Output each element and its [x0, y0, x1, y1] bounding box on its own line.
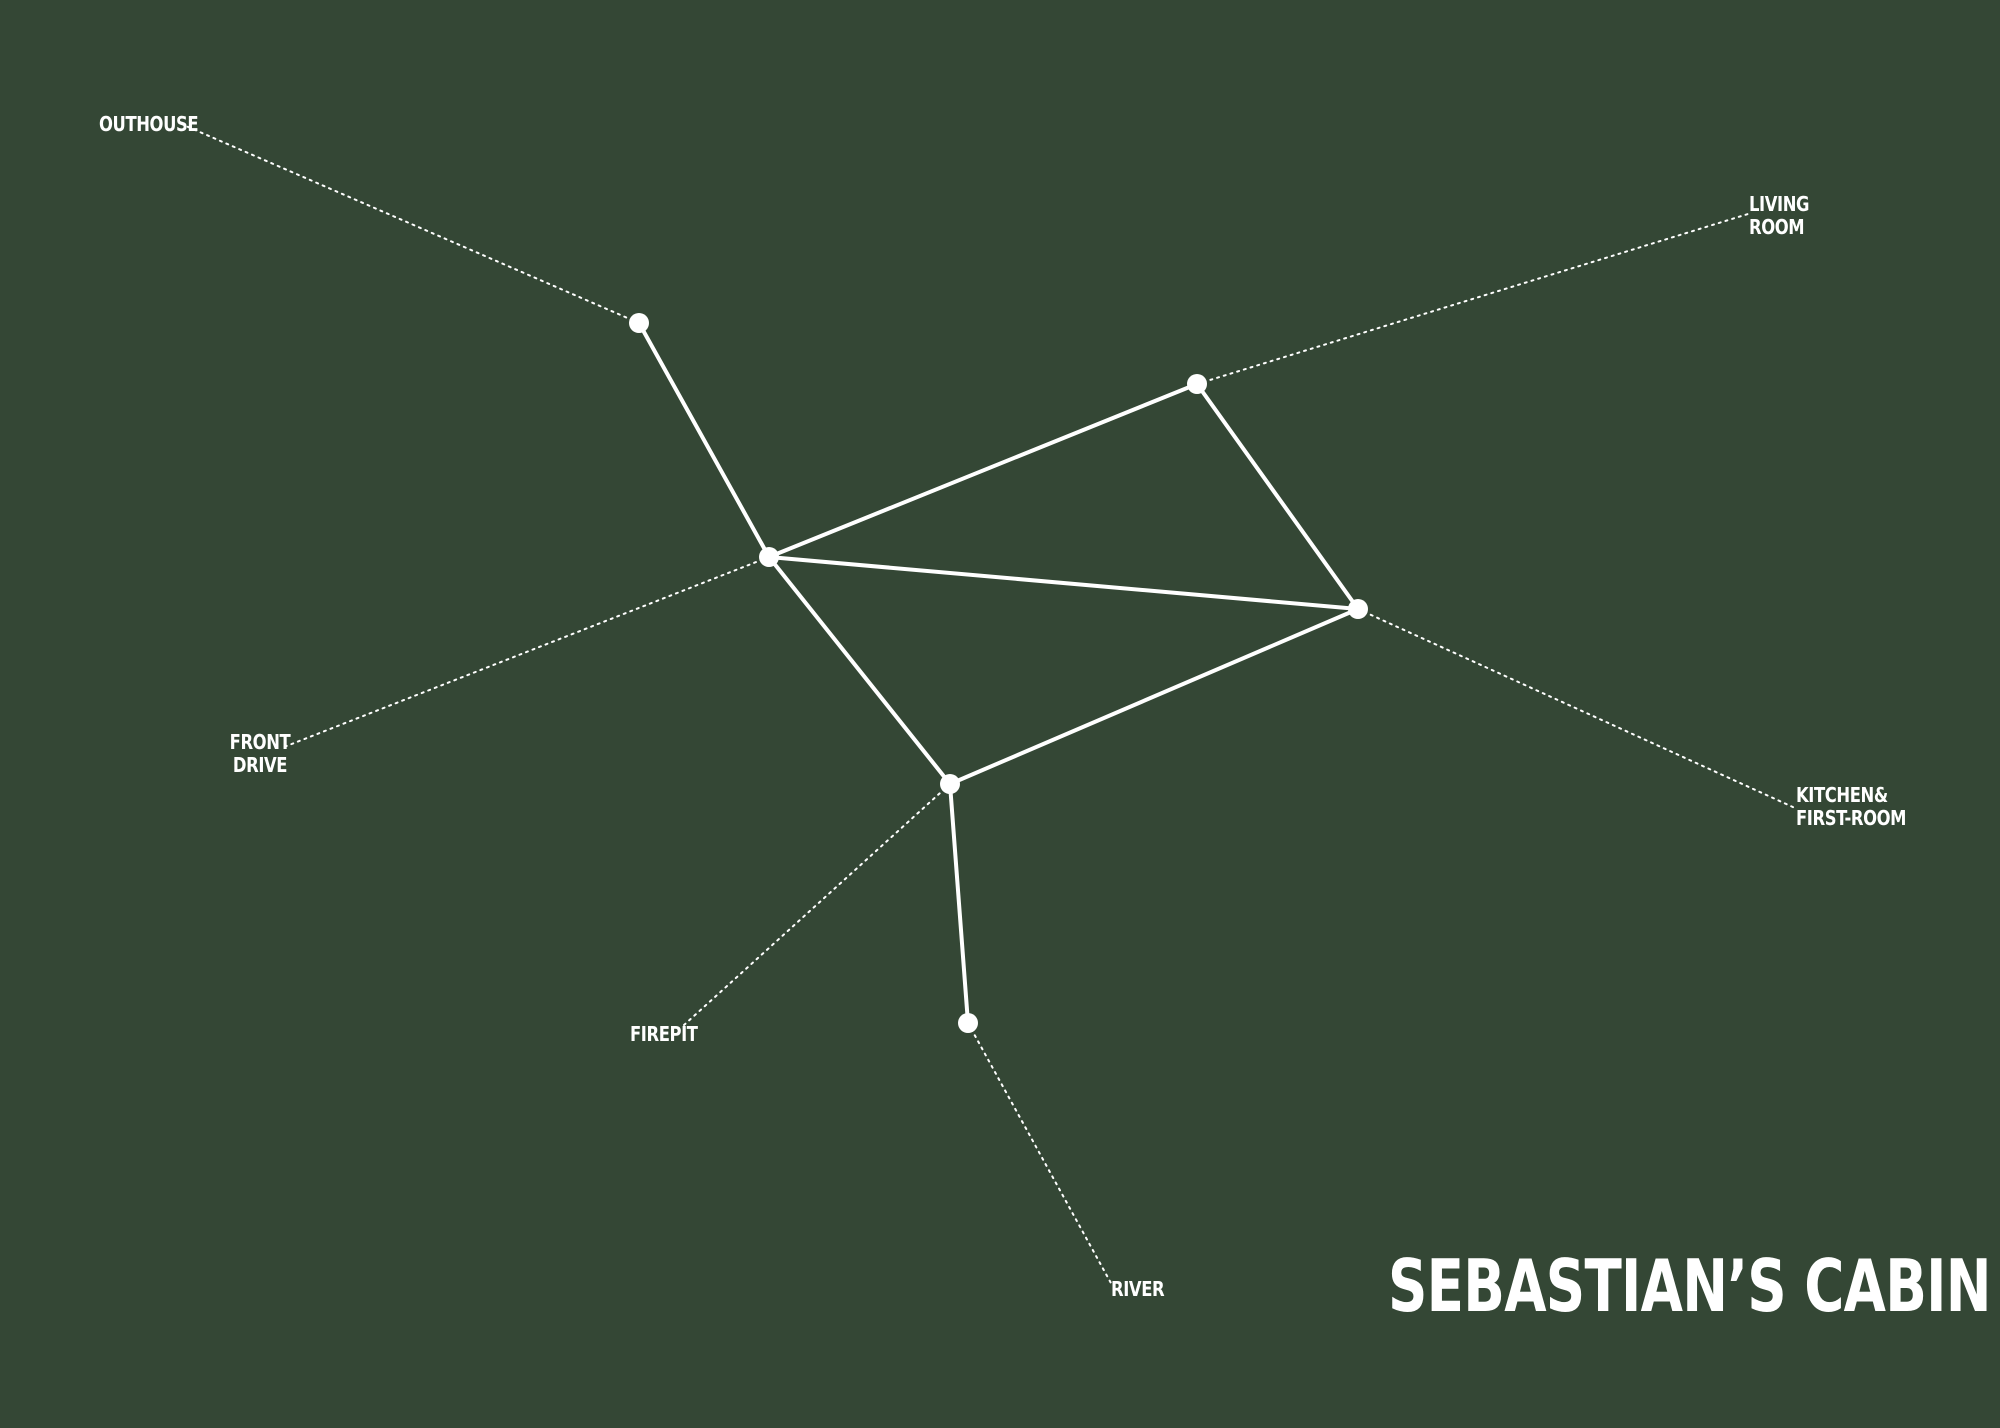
leader-firepit: [683, 783, 951, 1026]
node-outhouse: [629, 313, 649, 333]
label-outhouse: OUTHOUSE: [99, 112, 199, 136]
edge-firepit-river: [948, 782, 970, 1025]
leader-outhouse: [185, 125, 640, 324]
leader-front-drive: [283, 556, 770, 748]
node-firepit: [940, 774, 960, 794]
node-kitchen: [1348, 599, 1368, 619]
leader-river: [967, 1022, 1113, 1286]
edge-living-kitchen: [1195, 382, 1360, 611]
label-firepit-line1: FIREPIT: [630, 1022, 698, 1046]
label-front-drive-line2: DRIVE: [232, 753, 288, 777]
label-front-drive-line1: FRONT: [229, 730, 291, 754]
edge-kitchen-firepit: [948, 607, 1360, 786]
edge-outhouse-hub: [637, 321, 771, 559]
label-kitchen-line2: FIRST-ROOM: [1796, 806, 1907, 830]
label-living-room: LIVING ROOM: [1749, 193, 1809, 239]
label-kitchen-line1: KITCHEN&: [1796, 783, 1888, 807]
label-living-room-line2: ROOM: [1749, 215, 1805, 239]
leader-kitchen: [1357, 608, 1796, 809]
label-river: RIVER: [1111, 1277, 1165, 1301]
label-river-line1: RIVER: [1111, 1277, 1165, 1301]
label-front-drive: FRONT DRIVE: [221, 731, 300, 777]
label-living-room-line1: LIVING: [1749, 192, 1810, 216]
node-river: [958, 1013, 978, 1033]
label-outhouse-line1: OUTHOUSE: [99, 112, 199, 136]
edge-hub-firepit: [767, 555, 952, 786]
label-firepit: FIREPIT: [630, 1023, 698, 1046]
label-kitchen: KITCHEN& FIRST-ROOM: [1796, 784, 1906, 830]
node-living-room: [1187, 374, 1207, 394]
map-title: SEBASTIAN’S CABIN: [1388, 1244, 1992, 1328]
leader-living-room: [1196, 213, 1749, 385]
edge-hub-kitchen: [767, 555, 1360, 611]
node-hub: [759, 547, 779, 567]
edge-hub-living: [767, 382, 1199, 559]
